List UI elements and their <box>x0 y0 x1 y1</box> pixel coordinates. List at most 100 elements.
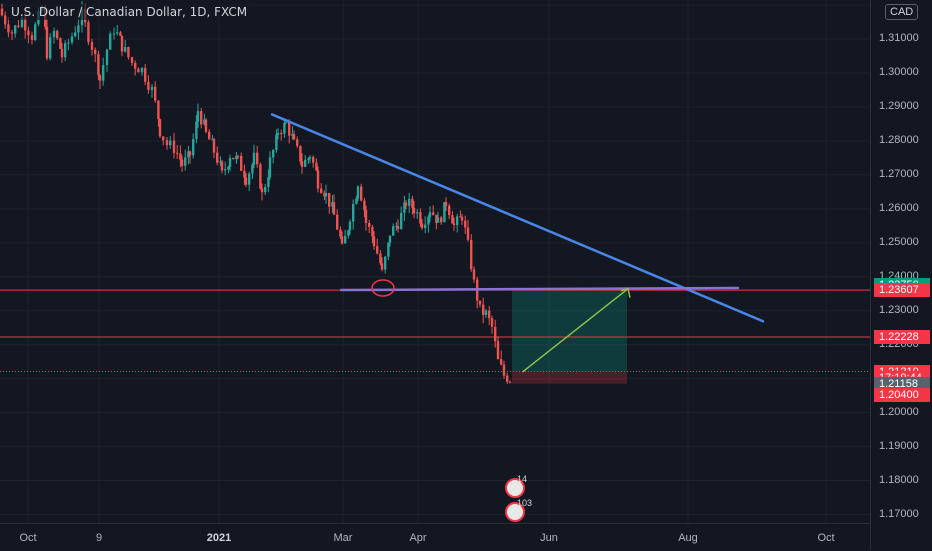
swing-low-circle <box>371 279 395 297</box>
candle-body <box>451 215 454 224</box>
candle-body <box>299 145 302 162</box>
price-axis[interactable]: CAD 1.31000 1.30000 1.29000 1.28000 1.27000 1… <box>870 0 932 550</box>
candle-body <box>436 217 440 223</box>
candle-body <box>60 48 64 58</box>
candle-body <box>130 57 134 63</box>
candle-body <box>336 214 339 230</box>
candle-body <box>109 33 112 50</box>
candle-body <box>435 214 438 223</box>
profit-zone <box>512 288 627 372</box>
candle-body <box>232 157 235 160</box>
candle-body <box>27 30 30 36</box>
chart-area[interactable]: U.S. Dollar / Canadian Dollar, 1D, FXCM … <box>0 0 870 523</box>
price-tick-label: 1.18000 <box>879 473 919 486</box>
candle-body <box>320 188 323 193</box>
candle-body <box>404 202 408 206</box>
candle-body <box>494 326 497 342</box>
candle-body <box>352 203 355 222</box>
price-tick-label: 1.28000 <box>879 133 919 146</box>
candle-body <box>496 341 500 360</box>
event-count: 103 <box>517 498 533 508</box>
candle-body <box>452 223 456 225</box>
price-tick-label: 1.20000 <box>879 405 919 418</box>
candle-body <box>448 205 451 216</box>
time-axis[interactable]: Oct 9 2021 Mar Apr Jun Aug Oct <box>0 523 870 551</box>
candle-body <box>98 75 102 81</box>
candle-body <box>424 224 427 229</box>
candle-body <box>204 119 208 132</box>
price-chart[interactable] <box>0 0 870 523</box>
candle-body <box>420 223 424 229</box>
loss-zone <box>512 371 627 384</box>
time-tick-label: Jun <box>540 532 558 544</box>
candle-body <box>459 216 462 218</box>
label-1-23607: 1.23607 <box>874 283 930 298</box>
candle-body <box>372 236 376 247</box>
candle-body <box>244 177 248 185</box>
candle-body <box>67 42 70 44</box>
candle-body <box>456 216 459 225</box>
price-tick-label: 1.30000 <box>879 66 919 79</box>
candle-body <box>312 157 315 163</box>
label-1-21158: 1.21158 <box>874 376 930 391</box>
candle-body <box>248 173 251 185</box>
candle-body <box>276 132 280 135</box>
candle-body <box>119 32 122 36</box>
candle-body <box>158 119 162 137</box>
candle-body <box>332 202 336 215</box>
candle-body <box>363 200 366 211</box>
candle-body <box>102 65 105 81</box>
candle-body <box>224 169 227 171</box>
target-arrow-head <box>620 287 631 298</box>
candle-body <box>144 67 147 82</box>
candle-body <box>416 212 419 214</box>
candle-body <box>396 225 400 230</box>
candle-body <box>20 17 24 27</box>
chart-title: U.S. Dollar / Canadian Dollar, 1D, FXCM <box>8 4 251 20</box>
candle-body <box>384 256 387 270</box>
candle-body <box>307 158 310 160</box>
event-flag-2[interactable] <box>505 502 525 522</box>
time-tick-label: Mar <box>333 532 353 544</box>
downtrend-line <box>270 113 765 323</box>
candle-body <box>408 198 411 206</box>
candle-body <box>376 246 379 254</box>
target-arrow <box>522 287 629 373</box>
candle-body <box>368 222 371 227</box>
support-line <box>339 286 740 292</box>
currency-badge[interactable]: CAD <box>885 4 919 20</box>
candle-body <box>56 30 59 39</box>
candle-body <box>14 25 17 34</box>
candle-body <box>97 53 100 76</box>
candle-body <box>472 269 476 280</box>
candle-body <box>219 161 222 163</box>
candle-body <box>267 177 270 187</box>
candle-body <box>251 164 254 174</box>
candle-body <box>411 198 414 208</box>
candle-body <box>7 24 10 33</box>
candle-body <box>500 359 503 365</box>
candle-body <box>412 207 416 214</box>
candle-body <box>256 152 259 165</box>
candle-body <box>240 155 243 171</box>
candle-body <box>10 32 14 34</box>
candle-body <box>87 22 90 43</box>
candle-body <box>440 217 443 223</box>
candle-body <box>388 235 392 243</box>
price-tick-label: 1.26000 <box>879 201 919 214</box>
candle-body <box>64 43 67 58</box>
candle-body <box>212 139 216 153</box>
candle-body <box>154 86 157 101</box>
candle-body <box>304 159 307 167</box>
time-tick-label: Oct <box>817 532 835 544</box>
candle-body <box>364 210 368 223</box>
candle-body <box>70 36 74 43</box>
candle-body <box>24 17 27 31</box>
candle-body <box>120 35 124 52</box>
candle-body <box>260 188 264 193</box>
candle-body <box>30 35 34 40</box>
event-flag-1[interactable] <box>505 478 525 498</box>
candle-body <box>235 155 238 160</box>
candle-body <box>220 161 224 171</box>
price-tick-label: 1.29000 <box>879 99 919 112</box>
